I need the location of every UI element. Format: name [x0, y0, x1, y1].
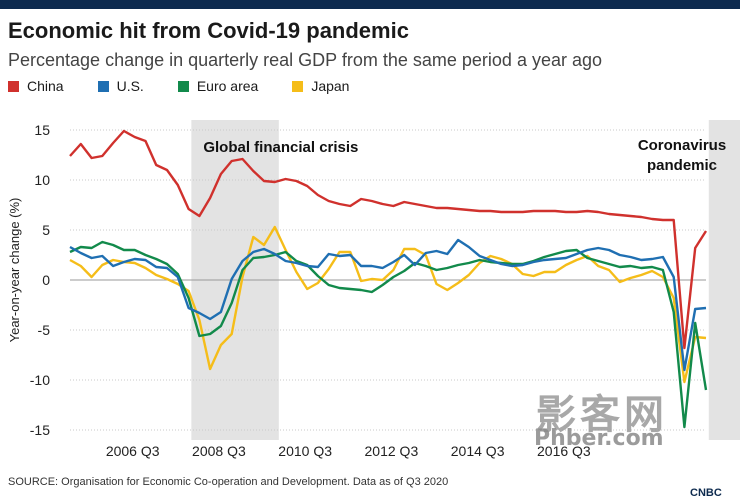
- legend-item-euro-area: Euro area: [177, 78, 259, 94]
- legend-swatch-us: [97, 80, 109, 92]
- legend-item-us: U.S.: [97, 78, 144, 94]
- top-banner: [0, 0, 740, 9]
- x-tick-label: 2014 Q3: [451, 443, 505, 459]
- legend: China U.S. Euro area Japan: [8, 78, 383, 94]
- x-tick-label: 2016 Q3: [537, 443, 591, 459]
- legend-label-china: China: [27, 78, 64, 94]
- publisher-logo: CNBC: [690, 487, 722, 499]
- legend-item-china: China: [8, 78, 64, 94]
- source-note: SOURCE: Organisation for Economic Co-ope…: [8, 476, 449, 488]
- y-tick-label: 0: [42, 272, 50, 288]
- x-tick-label: 2008 Q3: [192, 443, 246, 459]
- chart-title: Economic hit from Covid-19 pandemic: [8, 18, 409, 43]
- series-line-euro-area: [69, 240, 708, 429]
- x-tick-label: 2010 Q3: [278, 443, 332, 459]
- chart-labels: Global financial crisis Coronavirus pandem…: [7, 122, 726, 459]
- series-lines: [69, 129, 708, 429]
- legend-swatch-euro-area: [177, 80, 189, 92]
- series-line-china: [69, 129, 708, 350]
- legend-swatch-japan: [292, 80, 304, 92]
- y-axis-title: Year-on-year change (%): [7, 198, 22, 343]
- chart-subtitle: Percentage change in quarterly real GDP …: [8, 50, 602, 70]
- annotation-coronavirus: Coronavirus pandemic: [638, 137, 726, 174]
- y-tick-label: 10: [34, 172, 50, 188]
- series-line-japan: [69, 225, 707, 384]
- y-tick-label: -15: [30, 422, 50, 438]
- legend-label-japan: Japan: [311, 78, 350, 94]
- y-tick-label: -10: [30, 372, 50, 388]
- y-tick-label: 15: [34, 122, 50, 138]
- x-tick-label: 2012 Q3: [365, 443, 419, 459]
- series-line-u-s: [69, 238, 707, 372]
- shaded-region-2: [708, 120, 740, 440]
- x-tick-label: 2006 Q3: [106, 443, 160, 459]
- y-tick-label: 5: [42, 222, 50, 238]
- annotation-financial-crisis: Global financial crisis: [203, 139, 358, 156]
- legend-swatch-china: [8, 80, 19, 92]
- legend-label-euro-area: Euro area: [196, 78, 259, 94]
- legend-label-us: U.S.: [116, 78, 144, 94]
- legend-item-japan: Japan: [292, 78, 349, 94]
- y-tick-label: -5: [38, 322, 51, 338]
